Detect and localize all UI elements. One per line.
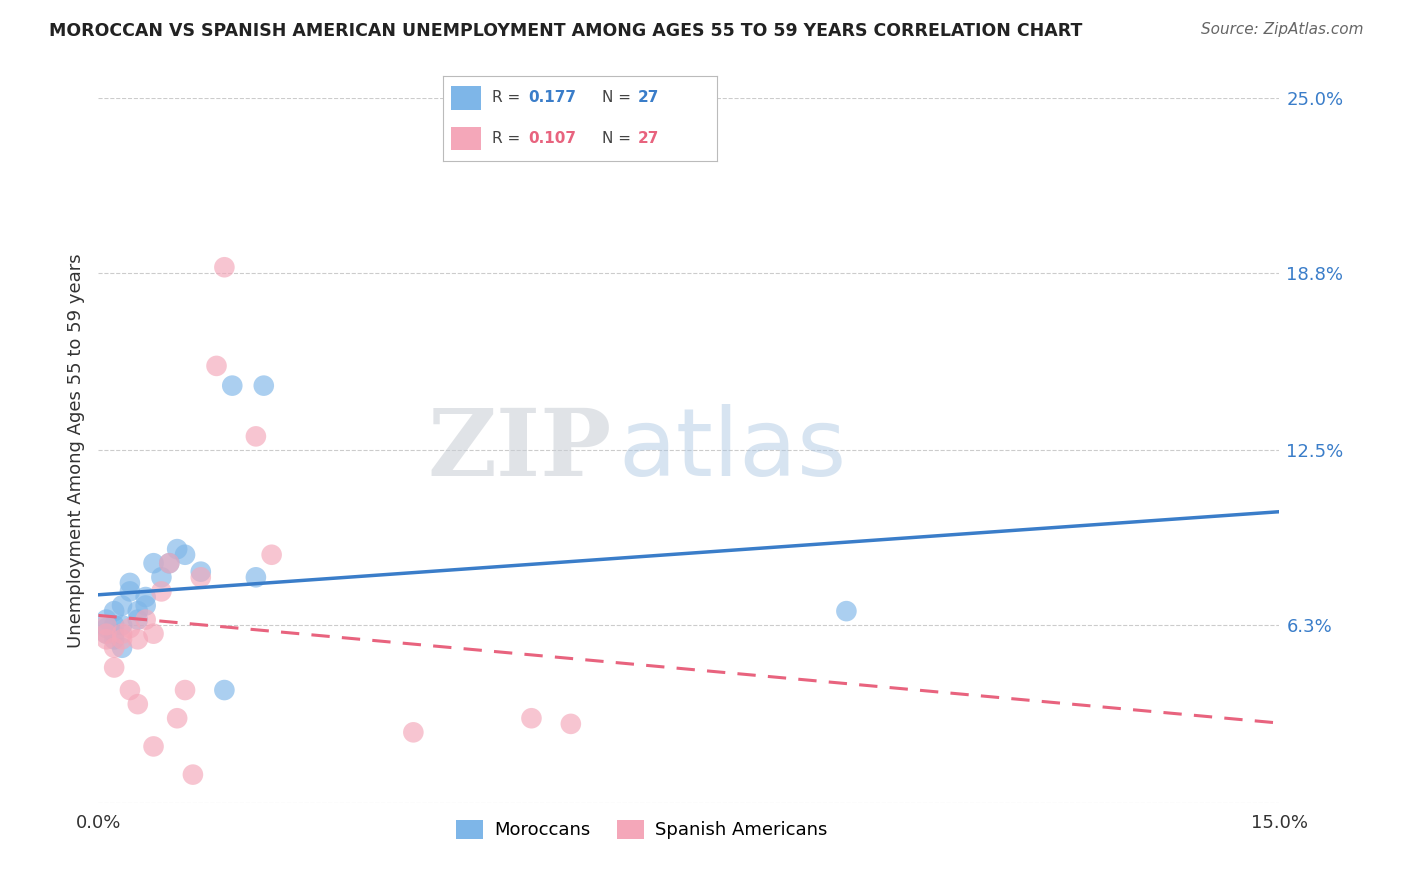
Point xyxy=(103,618,125,632)
Point xyxy=(174,683,197,698)
Point xyxy=(111,632,134,647)
Text: 0.107: 0.107 xyxy=(527,131,576,146)
Point xyxy=(166,711,188,725)
Point xyxy=(103,660,125,674)
Point xyxy=(214,683,236,698)
Point xyxy=(157,556,180,570)
Bar xyxy=(451,86,481,110)
Point xyxy=(127,632,149,647)
Text: ZIP: ZIP xyxy=(427,406,612,495)
Point xyxy=(127,613,149,627)
Point xyxy=(118,683,141,698)
Point xyxy=(253,378,276,392)
Point xyxy=(402,725,425,739)
Point xyxy=(111,640,134,655)
Point xyxy=(520,711,543,725)
Point xyxy=(127,697,149,711)
Point xyxy=(150,570,173,584)
Text: R =: R = xyxy=(492,90,526,105)
Point xyxy=(111,626,134,640)
Point xyxy=(560,717,582,731)
Text: 27: 27 xyxy=(637,131,659,146)
Point xyxy=(103,632,125,647)
Point xyxy=(118,621,141,635)
Point xyxy=(245,570,267,584)
Point xyxy=(111,599,134,613)
Point xyxy=(205,359,228,373)
Point xyxy=(118,584,141,599)
Point xyxy=(135,599,157,613)
Text: R =: R = xyxy=(492,131,526,146)
Y-axis label: Unemployment Among Ages 55 to 59 years: Unemployment Among Ages 55 to 59 years xyxy=(66,253,84,648)
Point xyxy=(96,626,118,640)
Point xyxy=(96,621,118,635)
Point xyxy=(835,604,858,618)
Point xyxy=(103,626,125,640)
Legend: Moroccans, Spanish Americans: Moroccans, Spanish Americans xyxy=(449,813,835,847)
Point xyxy=(214,260,236,275)
Point xyxy=(245,429,267,443)
Point xyxy=(190,570,212,584)
Point xyxy=(103,604,125,618)
Point xyxy=(118,576,141,591)
Point xyxy=(174,548,197,562)
Text: 0.177: 0.177 xyxy=(527,90,576,105)
Text: atlas: atlas xyxy=(619,404,846,497)
Text: N =: N = xyxy=(602,90,636,105)
Point xyxy=(166,542,188,557)
Point xyxy=(127,604,149,618)
Point xyxy=(157,556,180,570)
Point xyxy=(135,613,157,627)
Bar xyxy=(451,127,481,151)
Point xyxy=(142,626,165,640)
Point xyxy=(96,618,118,632)
Point xyxy=(190,565,212,579)
Point xyxy=(221,378,243,392)
Point xyxy=(181,767,204,781)
Text: 27: 27 xyxy=(637,90,659,105)
Text: N =: N = xyxy=(602,131,636,146)
Point xyxy=(142,739,165,754)
Point xyxy=(142,556,165,570)
Point xyxy=(103,640,125,655)
Point xyxy=(135,590,157,604)
Point xyxy=(96,626,118,640)
Text: MOROCCAN VS SPANISH AMERICAN UNEMPLOYMENT AMONG AGES 55 TO 59 YEARS CORRELATION : MOROCCAN VS SPANISH AMERICAN UNEMPLOYMEN… xyxy=(49,22,1083,40)
Point xyxy=(96,632,118,647)
Text: Source: ZipAtlas.com: Source: ZipAtlas.com xyxy=(1201,22,1364,37)
Point xyxy=(111,618,134,632)
Point xyxy=(150,584,173,599)
Point xyxy=(96,613,118,627)
Point xyxy=(260,548,283,562)
